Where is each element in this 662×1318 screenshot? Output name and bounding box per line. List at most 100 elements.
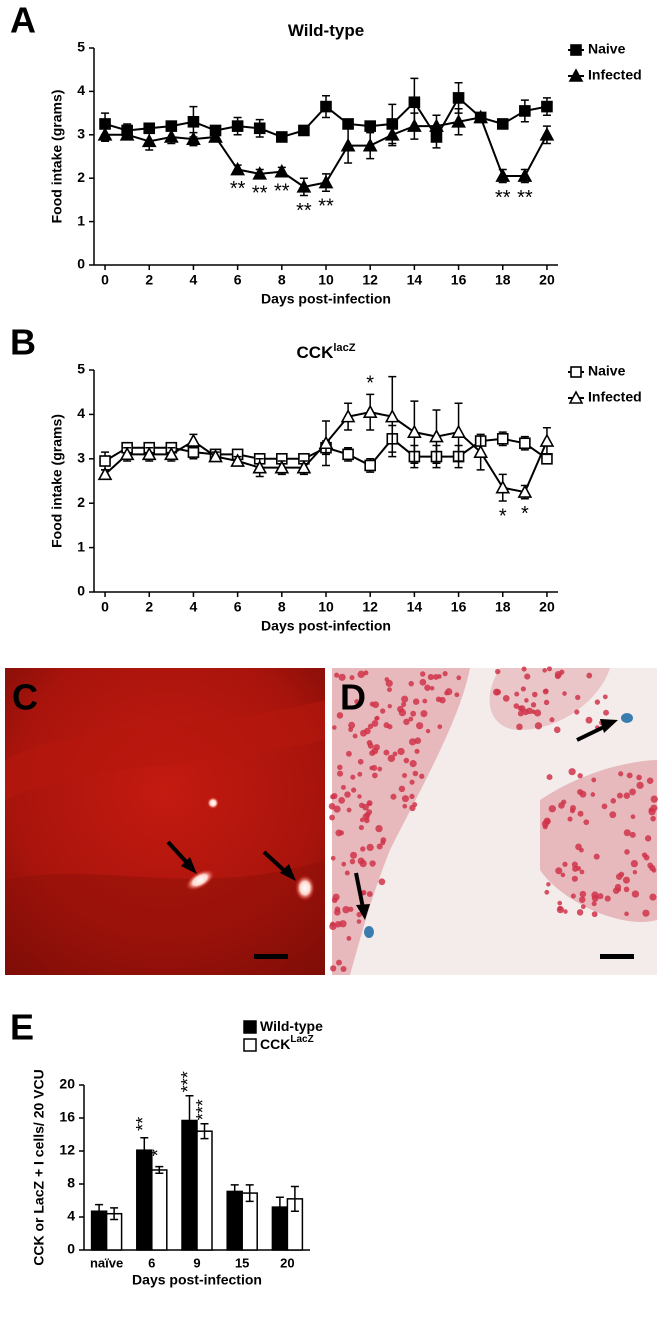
title: CCKlacZ: [297, 342, 356, 363]
nucleus: [575, 694, 581, 701]
nucleus: [521, 666, 527, 672]
legend-sup: LacZ: [290, 1034, 313, 1045]
bar: [151, 1169, 168, 1251]
marker: [362, 137, 378, 152]
panel-letter: E: [10, 1007, 34, 1048]
nucleus: [387, 754, 396, 763]
nucleus: [408, 716, 414, 722]
x-axis-label: Days post-infection: [261, 291, 391, 307]
error-bar: [95, 1203, 104, 1219]
marker: [570, 366, 582, 378]
annotation: **: [296, 200, 312, 222]
nucleus: [570, 893, 576, 899]
marker: [318, 435, 334, 450]
nucleus: [549, 717, 555, 723]
marker: [568, 68, 584, 82]
bar: [226, 1190, 243, 1251]
micrograph-c: [5, 668, 325, 975]
nucleus: [409, 793, 415, 800]
nucleus: [409, 804, 416, 812]
nucleus: [650, 815, 656, 822]
marker: [541, 452, 553, 465]
nucleus: [366, 800, 373, 807]
lacz-cell: [621, 713, 633, 723]
nucleus: [329, 814, 335, 821]
nucleus: [577, 773, 583, 779]
nucleus: [534, 722, 543, 730]
marker: [208, 129, 223, 143]
legend-label: Naive: [588, 363, 626, 379]
annotation: *: [499, 505, 507, 527]
nucleus: [409, 779, 415, 785]
nucleus: [369, 860, 376, 867]
annotation: **: [230, 178, 246, 200]
nucleus: [419, 678, 427, 686]
marker: [429, 118, 444, 132]
tissue: [332, 668, 470, 975]
nucleus: [362, 813, 370, 821]
nucleus: [334, 672, 340, 678]
marker: [187, 446, 200, 458]
fluorescent-cell: [295, 875, 315, 901]
marker: [364, 120, 376, 132]
nucleus: [615, 873, 623, 880]
marker: [276, 131, 288, 143]
panel-letter: B: [10, 322, 36, 363]
nucleus: [357, 857, 365, 865]
nucleus: [614, 883, 622, 891]
nucleus: [591, 911, 598, 918]
nucleus: [374, 715, 380, 721]
lacz-cell: [364, 926, 374, 938]
legend-swatch: [243, 1038, 257, 1052]
panel-letter: C: [12, 677, 38, 718]
nucleus: [420, 671, 426, 677]
marker: [408, 96, 421, 109]
nucleus: [360, 846, 366, 852]
x-tick-label: 0: [101, 272, 109, 288]
nucleus: [357, 758, 364, 765]
arrow-head: [181, 857, 197, 874]
x-tick-label: 12: [362, 599, 378, 615]
nucleus: [348, 721, 356, 729]
nucleus: [369, 701, 375, 707]
nucleus: [563, 909, 568, 914]
annotation: **: [517, 187, 533, 209]
nucleus: [650, 795, 658, 803]
nucleus: [546, 774, 553, 781]
nucleus: [644, 835, 652, 842]
nucleus: [624, 849, 630, 855]
nucleus: [610, 798, 617, 804]
x-tick-label: 18: [495, 599, 511, 615]
nucleus: [387, 724, 393, 730]
x-tick-label: 18: [495, 272, 511, 288]
nucleus: [356, 686, 362, 692]
nucleus: [636, 781, 644, 789]
y-tick-label: 1: [77, 212, 85, 228]
nucleus: [356, 911, 362, 918]
marker: [539, 127, 555, 141]
nucleus: [557, 905, 563, 911]
legend-marker: [570, 44, 582, 56]
scale-bar: [600, 954, 634, 959]
nucleus: [495, 668, 501, 675]
legend-label: CCKLacZ: [260, 1034, 314, 1052]
nucleus: [647, 862, 654, 869]
y-tick-label: 0: [77, 583, 85, 599]
nucleus: [642, 909, 650, 917]
annotation: ***: [193, 1099, 213, 1120]
nucleus: [390, 793, 397, 800]
marker: [274, 460, 290, 474]
nucleus: [384, 677, 390, 682]
marker: [362, 404, 378, 418]
nucleus: [632, 870, 638, 875]
nucleus: [408, 738, 417, 746]
marker: [451, 424, 466, 438]
nucleus: [377, 766, 383, 772]
x-tick-label: 4: [190, 272, 198, 288]
nucleus: [336, 712, 344, 719]
tissue-band: [5, 860, 325, 975]
nucleus: [579, 847, 584, 853]
nucleus: [524, 673, 531, 680]
x-axis-label: Days post-infection: [261, 618, 391, 634]
